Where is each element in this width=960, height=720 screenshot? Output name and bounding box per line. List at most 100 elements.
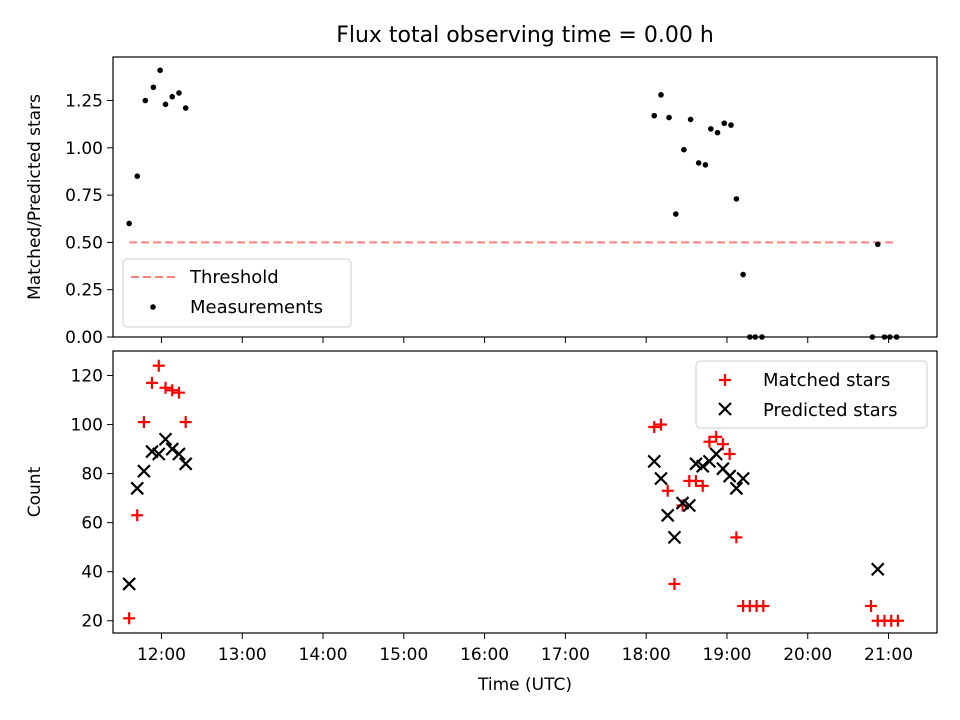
legend-measurements-swatch: [150, 304, 156, 310]
matched-star-point: [730, 531, 743, 544]
bottom-x-tick-label: 20:00: [783, 645, 832, 665]
top-y-tick-label: 0.25: [65, 281, 103, 301]
bottom-x-tick-label: 13:00: [218, 645, 267, 665]
predicted-star-stroke-b: [716, 461, 730, 476]
legend-predicted-label: Predicted stars: [763, 400, 897, 421]
measurement-point: [740, 271, 746, 278]
measurement-point: [157, 67, 163, 74]
top-y-tick-label: 0.00: [65, 328, 103, 348]
top-y-tick-label: 1.25: [65, 92, 103, 112]
predicted-star-point: [172, 447, 186, 461]
matched-star-point: [179, 416, 192, 429]
bottom-x-tick-label: 17:00: [541, 645, 590, 665]
measurement-point: [150, 84, 157, 91]
bottom-y-axis-label: Count: [25, 466, 45, 517]
measurement-point: [651, 112, 658, 119]
predicted-star-point: [130, 481, 145, 496]
bottom-legend: Matched stars Predicted stars: [695, 360, 928, 429]
matched-star-point: [146, 376, 159, 389]
legend-measurements-label: Measurements: [190, 297, 323, 318]
predicted-star-stroke-b: [736, 471, 750, 486]
measurement-point: [182, 105, 189, 111]
predicted-star-point: [158, 432, 173, 447]
bottom-panel: Count Time (UTC) 20 40 60 80 100 120 12:00 13:…: [25, 350, 938, 695]
matched-star-point: [696, 479, 709, 492]
predicted-star-stroke-b: [647, 454, 662, 469]
predicted-star-point: [722, 469, 737, 483]
bottom-x-tick-label: 14:00: [299, 645, 348, 665]
predicted-star-point: [736, 471, 750, 486]
measurement-point: [721, 120, 728, 127]
bottom-x-tick-label: 12:00: [137, 645, 186, 665]
measurement-point: [874, 241, 881, 248]
predicted-star-stroke-b: [660, 508, 675, 523]
top-axes-frame: [112, 56, 938, 338]
legend-predicted-swatch: [718, 402, 732, 416]
predicted-star-stroke-b: [137, 464, 151, 478]
matched-star-point: [172, 386, 185, 399]
bottom-plot-area: [122, 359, 904, 627]
matched-star-point: [159, 381, 172, 394]
measurement-point: [702, 162, 709, 168]
bottom-y-tick-label: 80: [81, 465, 103, 485]
predicted-star-stroke-b: [709, 447, 723, 461]
measurement-point: [142, 97, 149, 104]
top-x-ticks: [160, 337, 890, 343]
matched-star-point: [891, 614, 904, 627]
predicted-star-point: [709, 447, 723, 461]
bottom-x-ticks: 12:00 13:00 14:00 15:00 16:00 17:00 18:00 19:00…: [137, 633, 913, 665]
predicted-star-point: [647, 454, 662, 469]
matched-star-point: [710, 430, 723, 443]
measurement-point: [733, 196, 740, 202]
bottom-x-tick-label: 21:00: [864, 645, 913, 665]
bottom-y-tick-label: 60: [81, 514, 103, 534]
predicted-star-stroke-b: [667, 530, 682, 545]
predicted-star-point: [178, 457, 193, 471]
matched-star-point: [689, 474, 702, 487]
top-legend: Threshold Measurements: [122, 258, 352, 328]
measurement-point: [695, 160, 702, 166]
measurement-point: [728, 122, 734, 128]
predicted-star-stroke-b: [165, 442, 180, 456]
bottom-x-tick-label: 19:00: [702, 645, 751, 665]
matched-star-point: [661, 484, 674, 497]
predicted-star-point: [165, 442, 180, 456]
predicted-star-point: [695, 459, 710, 474]
predicted-star-point: [667, 530, 682, 545]
measurement-point: [169, 93, 176, 100]
measurement-point: [658, 92, 664, 98]
top-panel: Flux total observing time = 0.00 h Match…: [25, 23, 938, 348]
top-y-axis-label: Matched/Predicted stars: [25, 94, 45, 300]
legend-matched-swatch: [719, 374, 731, 386]
bottom-y-tick-label: 100: [71, 416, 103, 436]
predicted-star-stroke-b: [172, 447, 186, 461]
matched-star-point: [654, 418, 667, 431]
predicted-star-stroke-b: [722, 469, 737, 483]
legend-matched-label: Matched stars: [763, 370, 890, 391]
predicted-star-point: [122, 577, 136, 591]
predicted-star-point: [729, 481, 744, 496]
measurement-point: [134, 173, 141, 179]
x-axis-label: Time (UTC): [477, 675, 572, 695]
chart-title: Flux total observing time = 0.00 h: [336, 23, 714, 48]
bottom-y-tick-label: 20: [81, 612, 103, 632]
bottom-axes-frame: [112, 350, 938, 634]
predicted-star-point: [137, 464, 151, 478]
measurement-point: [708, 126, 714, 132]
predicted-star-stroke-b: [158, 432, 173, 447]
predicted-star-stroke-b: [682, 498, 697, 513]
bottom-x-tick-label: 16:00: [460, 645, 509, 665]
measurement-point: [687, 116, 694, 123]
predicted-star-point: [151, 447, 166, 461]
measurement-point: [672, 211, 679, 217]
predicted-star-stroke-b: [145, 444, 159, 459]
bottom-y-tick-label: 40: [81, 563, 103, 583]
predicted-star-point: [660, 508, 675, 523]
measurement-point: [681, 146, 687, 153]
top-y-ticks: 0.00 0.25 0.50 0.75 1.00 1.25: [65, 92, 113, 348]
matched-star-point: [152, 359, 165, 372]
bottom-x-tick-label: 15:00: [379, 645, 428, 665]
measurement-point: [176, 90, 182, 96]
predicted-star-stroke-b: [654, 471, 668, 486]
matched-star-point: [137, 416, 150, 429]
